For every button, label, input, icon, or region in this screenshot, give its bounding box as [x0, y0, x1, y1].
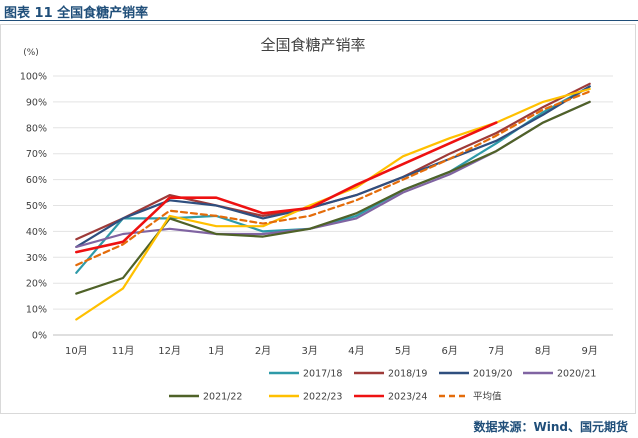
legend: 2017/18 2018/19 2019/20 2020/21 2021/22 2022/… — [169, 369, 596, 403]
x-axis-ticks: 10月 11月 12月 1月 2月 3月 4月 5月 6月 7月 8月 9月 — [65, 345, 598, 357]
y-tick-label: 30% — [26, 253, 47, 264]
y-tick-label: 0% — [32, 331, 47, 342]
y-unit-label: (%) — [23, 48, 39, 58]
y-tick-label: 20% — [26, 279, 47, 290]
x-tick-label: 11月 — [112, 345, 135, 357]
x-tick-label: 5月 — [395, 345, 411, 357]
y-axis-ticks: 0% 10% 20% 30% 40% 50% 60% 70% 80% 90% 100% — [20, 72, 47, 342]
y-tick-label: 80% — [26, 123, 47, 134]
y-tick-label: 70% — [26, 149, 47, 160]
source-note: 数据来源：Wind、国元期货 — [473, 420, 628, 434]
legend-label: 2018/19 — [388, 369, 427, 380]
y-tick-label: 40% — [26, 227, 47, 238]
y-tick-label: 50% — [26, 201, 47, 212]
x-tick-label: 4月 — [348, 345, 364, 357]
line-chart: 全国食糖产销率 (%) 0% 10% 20% 30% 40% 50% 60% 70% 80% 90… — [20, 36, 613, 403]
series-line — [75, 82, 591, 241]
y-tick-label: 60% — [26, 175, 47, 186]
legend-label: 2017/18 — [303, 369, 342, 380]
series-line — [75, 90, 591, 267]
chart-title: 全国食糖产销率 — [260, 36, 365, 54]
gridlines — [53, 75, 613, 336]
y-tick-label: 100% — [20, 72, 47, 83]
x-tick-label: 10月 — [65, 345, 88, 357]
figure-caption: 图表 11 全国食糖产销率 — [4, 6, 149, 21]
series-layer — [75, 82, 591, 321]
legend-label: 2021/22 — [203, 392, 242, 403]
x-tick-label: 1月 — [208, 345, 224, 357]
caption-divider — [0, 20, 638, 21]
legend-label: 2020/21 — [557, 369, 596, 380]
chart-container: 全国食糖产销率 (%) 0% 10% 20% 30% 40% 50% 60% 70% 80% 90… — [0, 24, 636, 414]
x-tick-label: 7月 — [488, 345, 504, 357]
y-tick-label: 10% — [26, 305, 47, 316]
y-tick-label: 90% — [26, 97, 47, 108]
x-tick-label: 2月 — [255, 345, 271, 357]
series-line — [75, 121, 498, 254]
legend-label: 2019/20 — [473, 369, 512, 380]
x-tick-label: 9月 — [581, 345, 597, 357]
x-tick-label: 12月 — [158, 345, 181, 357]
x-tick-label: 6月 — [441, 345, 457, 357]
legend-label: 2022/23 — [303, 392, 342, 403]
series-line — [75, 85, 591, 274]
legend-label: 平均值 — [473, 391, 502, 403]
x-tick-label: 8月 — [535, 345, 551, 357]
x-tick-label: 3月 — [301, 345, 317, 357]
legend-label: 2023/24 — [388, 392, 427, 403]
